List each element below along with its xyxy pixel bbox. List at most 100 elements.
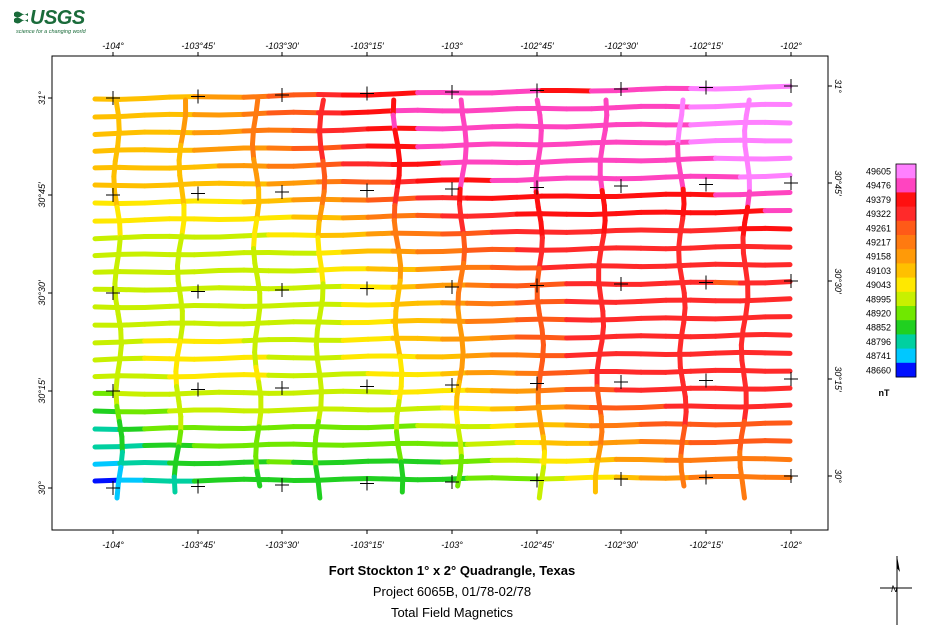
lon-label-top: -102°15′ [689,41,723,51]
ns-flight-segment [594,383,602,405]
ew-flight-segment [191,320,222,327]
ns-flight-segment [317,296,326,317]
ns-flight-segment [596,278,604,299]
ew-flight-segment [365,266,396,272]
ew-flight-segment [539,158,570,165]
ns-flight-segment [313,327,320,348]
ew-flight-segment [539,386,570,394]
ew-flight-segment [713,349,743,356]
ew-flight-segment [464,352,495,359]
ew-flight-segment [340,126,371,133]
ns-flight-segment [455,275,464,296]
lat-label-left: 30°15′ [37,378,47,404]
ew-flight-segment [142,303,172,311]
ns-flight-segment [113,296,121,317]
legend-swatch [896,306,916,321]
ew-flight-segment [737,190,768,198]
ns-flight-segment [737,464,745,486]
legend-value: 49158 [866,252,891,262]
ns-flight-segment [393,233,402,254]
legend: 49605 49476 49379 49322 49261 49217 49158 49103… [866,163,917,398]
ew-flight-segment [291,301,321,308]
usgs-logo-tagline: science for a changing world [16,29,86,35]
ew-flight-segment [415,282,445,290]
ew-flight-segment [688,138,719,145]
lat-label-right: 30° [833,469,843,483]
ns-flight-segment [457,171,466,192]
ew-flight-segment [365,424,396,431]
ew-flight-segment [564,263,594,270]
ew-flight-segment [638,174,669,181]
ew-flight-segment [365,108,396,115]
ns-flight-segment [601,218,608,239]
ew-flight-segment [315,249,346,256]
ew-flight-segment [117,338,148,345]
ew-flight-segment [92,235,123,242]
usgs-wave-icon [14,11,28,24]
ew-flight-segment [539,264,570,271]
ew-flight-segment [464,107,495,114]
ew-flight-segment [216,476,247,483]
ew-flight-segment [737,438,768,444]
lon-label-bottom: -102°45′ [520,540,554,550]
ns-flight-segment [177,293,185,314]
ew-flight-segment [117,286,148,293]
ns-flight-segment [112,281,119,302]
ew-flight-segment [713,279,743,286]
ew-flight-segment [142,373,172,380]
ew-flight-segment [564,422,594,429]
ew-flight-segment [216,443,247,449]
ew-flight-segment [216,354,247,362]
ew-flight-segment [663,474,694,481]
ew-flight-segment [92,130,123,137]
ns-flight-segment [743,265,751,287]
ew-flight-segment [564,474,594,481]
ew-flight-segment [688,191,719,198]
lon-label-bottom: -104° [102,540,124,550]
ns-flight-segment [113,388,120,409]
ew-flight-segment [365,125,396,132]
ew-flight-segment [688,456,719,463]
ns-flight-segment [393,429,401,450]
ew-flight-segment [588,456,619,463]
ew-flight-segment [489,194,520,201]
ew-flight-segment [291,372,321,379]
ns-flight-segment [113,373,120,394]
ew-flight-segment [340,442,371,448]
ew-flight-segment [92,460,123,467]
ew-flight-segment [166,94,197,100]
ns-flight-segment [738,342,745,363]
legend-swatch [896,291,916,307]
ns-flight-segment [318,97,326,118]
map-project: Project 6065B, 01/78-02/78 [372,584,532,599]
ew-flight-segment [762,332,793,338]
ns-flight-segment [314,311,323,333]
ew-flight-segment [663,173,694,180]
ew-flight-segment [539,141,570,148]
lon-label-top: -104° [102,41,124,51]
ew-flight-segment [415,230,445,237]
ew-flight-segment [663,333,694,340]
ew-flight-segment [663,368,694,375]
legend-value: 48852 [866,323,891,333]
ew-flight-segment [489,123,520,130]
ns-flight-segment [320,281,326,302]
ew-flight-segment [291,267,321,274]
ns-flight-segment [175,278,183,299]
ew-flight-segment [340,283,371,290]
ns-flight-segment [317,128,324,149]
legend-swatch [896,206,916,222]
ew-flight-segment [713,85,743,92]
legend-value: 49043 [866,280,891,290]
ns-flight-segment [173,353,180,374]
lat-label-right: 30°45′ [833,170,843,196]
ew-flight-segment [762,155,793,162]
ew-flight-segment [564,404,594,410]
ew-flight-segment [464,405,495,412]
ew-flight-segment [415,335,445,342]
ew-flight-segment [291,232,321,239]
ew-flight-segment [638,157,669,164]
ns-flight-segment [315,480,323,501]
ew-flight-segment [464,229,495,237]
ew-flight-segment [588,281,619,287]
